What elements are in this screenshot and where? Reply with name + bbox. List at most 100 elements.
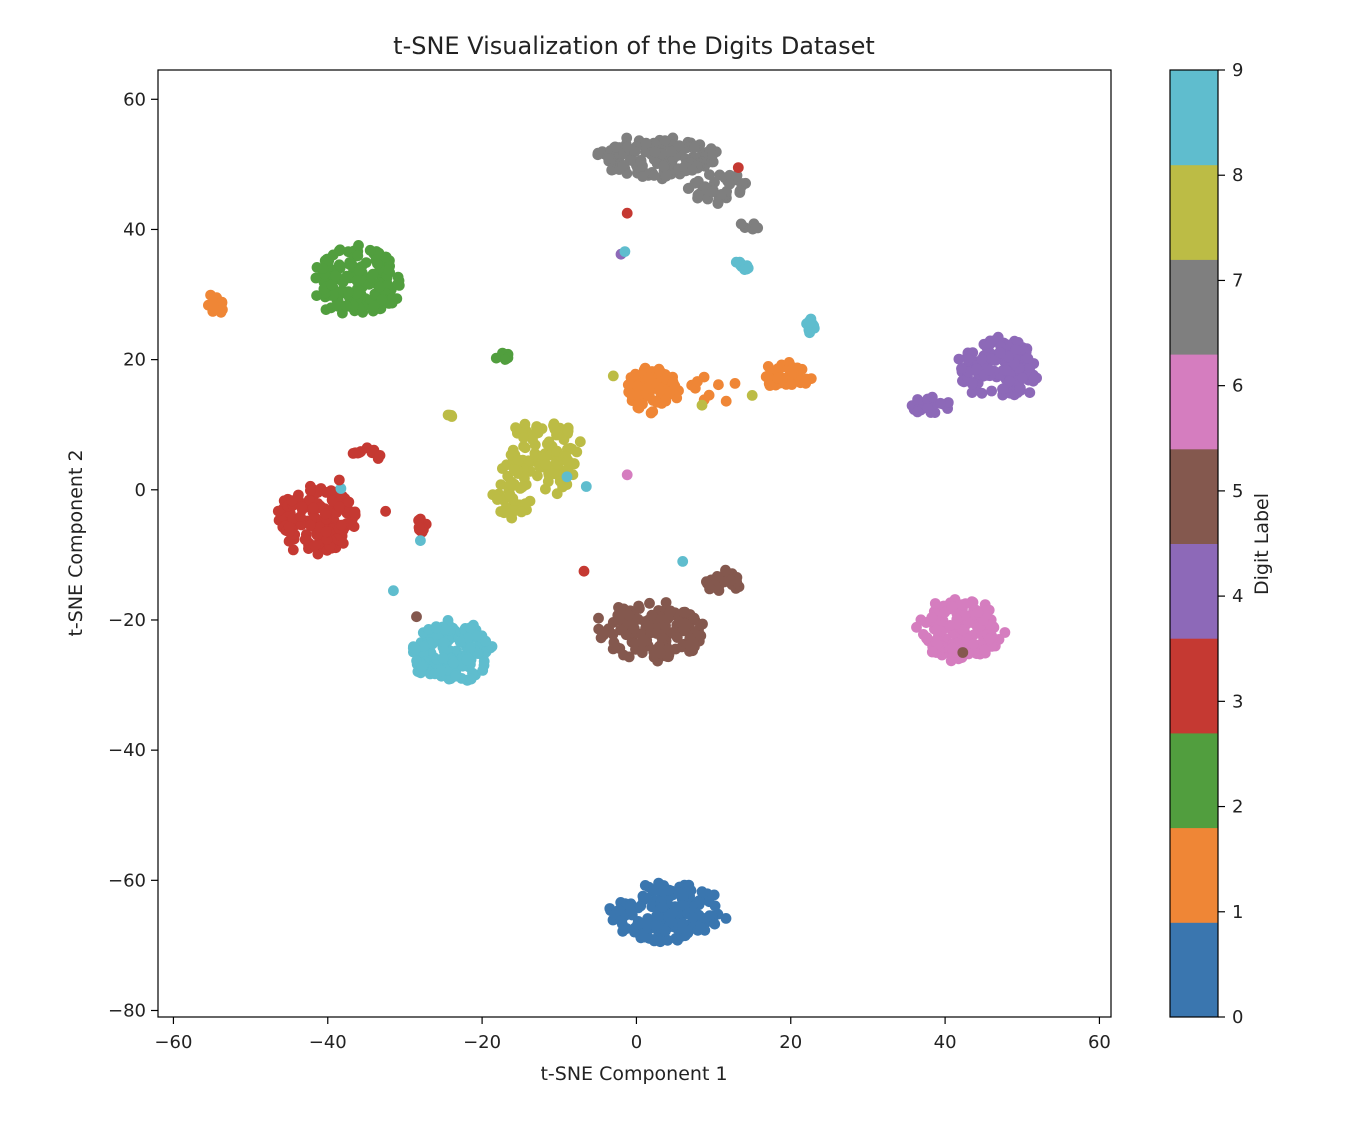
- colorbar-tick-label: 1: [1232, 902, 1243, 923]
- point-digit-5: [704, 583, 716, 594]
- point-digit-8: [504, 478, 516, 490]
- point-digit-8: [574, 436, 586, 448]
- point-digit-7: [724, 178, 735, 190]
- point-digit-8: [495, 506, 507, 517]
- point-digit-5: [615, 624, 626, 636]
- point-digit-8: [548, 420, 559, 431]
- colorbar-tick-label: 5: [1232, 481, 1243, 502]
- point-digit-4: [976, 387, 988, 399]
- point-digit-8: [540, 483, 551, 495]
- point-digit-5: [612, 614, 624, 626]
- colorbar-segment-4: [1170, 543, 1218, 639]
- point-digit-8: [523, 455, 534, 467]
- point-digit-0: [704, 910, 715, 922]
- point-digit-9: [462, 632, 474, 644]
- point-digit-2: [339, 273, 351, 285]
- point-digit-7: [640, 137, 652, 149]
- y-tick-label: −80: [108, 1000, 146, 1021]
- point-digit-1: [651, 396, 663, 408]
- point-digit-2: [499, 354, 511, 365]
- point-digit-2: [351, 275, 363, 287]
- point-digit-1: [729, 378, 741, 389]
- point-digit-8: [512, 454, 524, 466]
- point-digit-4: [1024, 387, 1036, 398]
- point-digit-1: [786, 379, 798, 390]
- y-tick-label: −60: [108, 870, 146, 891]
- point-digit-4: [986, 385, 997, 397]
- point-digit-5: [957, 647, 969, 658]
- point-digit-1: [764, 380, 776, 391]
- scatter-points: [203, 132, 1042, 948]
- point-digit-6: [984, 633, 996, 645]
- point-digit-4: [1017, 372, 1028, 384]
- point-digit-1: [654, 385, 666, 397]
- point-digit-0: [687, 912, 699, 924]
- point-digit-2: [334, 244, 346, 256]
- point-digit-2: [367, 268, 379, 280]
- point-digit-5: [713, 585, 725, 596]
- point-digit-7: [637, 171, 648, 182]
- point-digit-3: [320, 487, 332, 498]
- point-digit-9: [416, 661, 428, 672]
- point-digit-4: [983, 365, 995, 376]
- point-digit-9: [477, 665, 489, 676]
- point-digit-1: [660, 395, 672, 407]
- y-tick-label: 60: [123, 89, 146, 110]
- point-digit-4: [926, 391, 938, 403]
- point-digit-0: [709, 918, 721, 930]
- point-digit-6: [959, 609, 971, 621]
- point-digit-7: [617, 160, 628, 172]
- point-digit-7: [603, 153, 614, 164]
- point-digit-9: [465, 673, 477, 685]
- point-digit-9: [438, 637, 450, 649]
- point-digit-6: [978, 615, 989, 626]
- point-digit-0: [648, 934, 659, 946]
- point-digit-3: [296, 519, 307, 531]
- point-digit-7: [712, 198, 724, 209]
- point-digit-3: [283, 521, 295, 533]
- point-digit-0: [662, 934, 673, 946]
- point-digit-3: [320, 526, 332, 538]
- point-digit-5: [655, 647, 666, 659]
- point-digit-7: [629, 146, 641, 158]
- point-digit-2: [328, 289, 339, 301]
- point-digit-4: [956, 363, 967, 374]
- point-digit-4: [998, 383, 1009, 395]
- point-digit-2: [330, 270, 341, 281]
- point-digit-2: [353, 240, 364, 251]
- point-digit-8: [562, 454, 574, 466]
- point-digit-9: [804, 316, 816, 328]
- plot-frame: [157, 69, 1112, 1018]
- point-digit-0: [651, 910, 662, 922]
- point-digit-1: [632, 380, 643, 392]
- point-digit-1: [647, 406, 659, 417]
- colorbar-tick-label: 4: [1232, 586, 1243, 607]
- chart-title: t-SNE Visualization of the Digits Datase…: [393, 32, 875, 60]
- point-digit-9: [471, 630, 482, 641]
- point-digit-7: [659, 135, 671, 147]
- point-digit-3: [304, 519, 316, 531]
- x-axis-label: t-SNE Component 1: [540, 1063, 727, 1085]
- point-digit-4: [985, 338, 996, 349]
- point-digit-1: [653, 363, 665, 375]
- point-digit-4: [1001, 365, 1012, 376]
- point-digit-5: [662, 613, 674, 624]
- point-digit-9: [742, 262, 754, 274]
- point-digit-7: [704, 169, 715, 181]
- point-digit-9: [430, 622, 442, 634]
- point-digit-5: [660, 597, 672, 608]
- point-digit-4: [912, 406, 923, 418]
- point-digit-4: [989, 355, 1001, 366]
- point-digit-3: [413, 522, 425, 533]
- point-digit-1: [703, 389, 715, 401]
- point-digit-7: [686, 164, 698, 176]
- point-digit-9: [619, 246, 631, 257]
- point-digit-5: [680, 618, 692, 630]
- point-digit-5: [695, 630, 707, 642]
- point-digit-8: [547, 468, 559, 480]
- colorbar-segment-1: [1170, 827, 1218, 923]
- point-digit-7: [716, 189, 727, 200]
- point-digit-4: [1024, 362, 1036, 373]
- point-digit-2: [317, 263, 329, 274]
